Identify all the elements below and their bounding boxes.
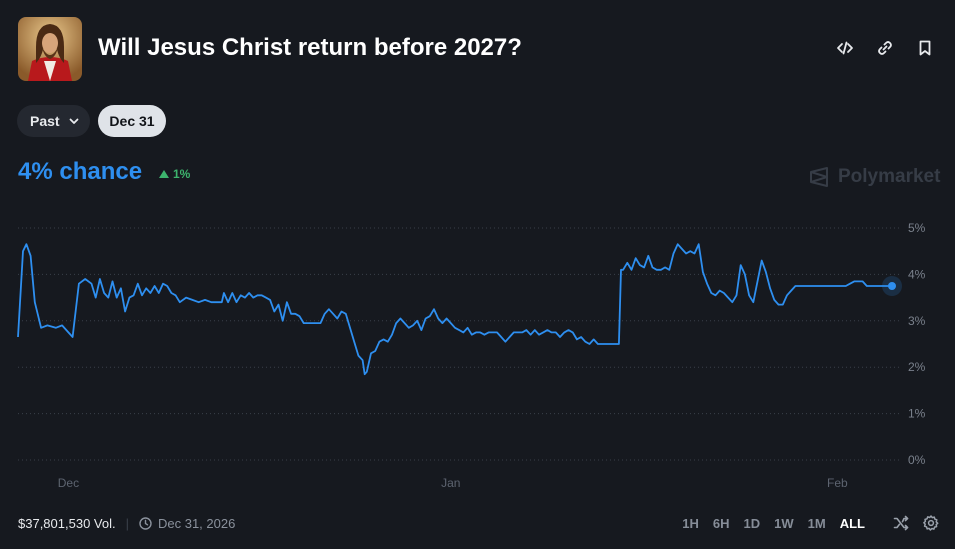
shuffle-icon[interactable] <box>893 515 909 531</box>
y-tick-label: 1% <box>908 407 926 421</box>
past-label: Past <box>30 113 60 129</box>
range-6h-button[interactable]: 6H <box>712 516 730 531</box>
market-title: Will Jesus Christ return before 2027? <box>98 34 522 61</box>
current-point <box>888 282 896 290</box>
range-1d-button[interactable]: 1D <box>743 516 761 531</box>
y-tick-label: 0% <box>908 453 926 467</box>
x-tick-label: Jan <box>441 476 460 490</box>
delta-value: 1% <box>173 167 191 181</box>
y-tick-label: 2% <box>908 360 926 374</box>
range-1w-button[interactable]: 1W <box>774 516 794 531</box>
chevron-down-icon <box>68 115 80 127</box>
link-icon[interactable] <box>875 38 895 58</box>
embed-code-icon[interactable] <box>835 38 855 58</box>
past-dropdown-button[interactable]: Past <box>17 105 90 137</box>
x-tick-label: Feb <box>827 476 848 490</box>
series-line <box>17 243 892 376</box>
range-all-button[interactable]: ALL <box>839 516 865 531</box>
date-selector-button[interactable]: Dec 31 <box>98 105 166 137</box>
brand-name: Polymarket <box>838 166 941 187</box>
y-tick-label: 3% <box>908 314 926 328</box>
market-avatar <box>18 17 82 81</box>
chart-tools <box>893 515 939 531</box>
triangle-up-icon <box>159 170 169 178</box>
settings-gear-icon[interactable] <box>923 515 939 531</box>
clock-icon <box>139 517 152 530</box>
header-actions <box>835 38 935 58</box>
polymarket-logo: Polymarket <box>808 166 940 188</box>
polymarket-logo-icon <box>810 167 828 187</box>
volume-value: $37,801,530 Vol. <box>18 516 116 531</box>
y-tick-label: 5% <box>908 221 926 235</box>
jesus-portrait-image <box>18 17 82 81</box>
bookmark-icon[interactable] <box>915 38 935 58</box>
chance-value: 4% chance <box>18 158 143 185</box>
range-1h-button[interactable]: 1H <box>682 516 699 531</box>
range-1m-button[interactable]: 1M <box>807 516 826 531</box>
end-date-value: Dec 31, 2026 <box>157 516 236 531</box>
end-date: Dec 31, 2026 <box>139 516 235 531</box>
price-chart[interactable]: 5% 4% 3% 2% 1% 0% Dec Jan Feb <box>0 210 955 500</box>
x-tick-label: Dec <box>58 476 79 490</box>
y-tick-label: 4% <box>908 267 926 281</box>
divider: | <box>125 516 129 531</box>
time-range-selector: 1H 6H 1D 1W 1M ALL <box>682 516 865 531</box>
market-stats: $37,801,530 Vol. | Dec 31, 2026 <box>18 516 235 531</box>
chance-delta: 1% <box>159 167 190 181</box>
